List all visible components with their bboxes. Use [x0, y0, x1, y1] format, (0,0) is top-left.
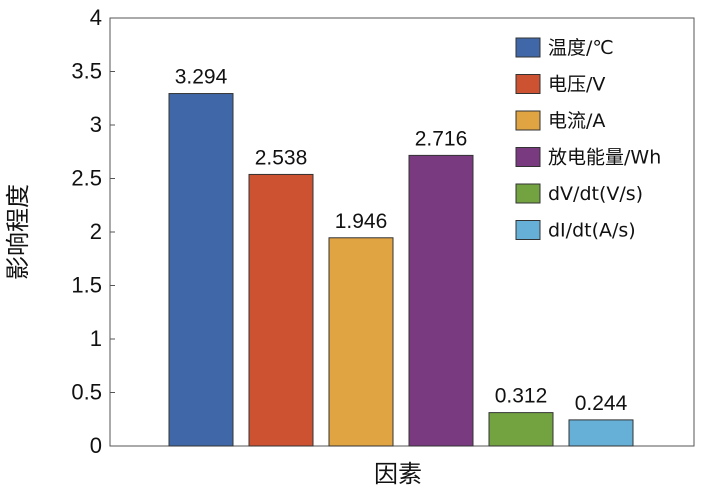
- legend-label: dV/dt(V/s): [548, 183, 643, 205]
- bar: [488, 412, 554, 447]
- bar: [168, 93, 234, 447]
- y-tick-label: 1.5: [71, 273, 102, 298]
- bar: [568, 419, 634, 447]
- bars: [168, 93, 634, 447]
- y-axis-ticks: 0 0.5 1 1.5 2 2.5 3 3.5 4: [71, 5, 115, 458]
- bar: [408, 154, 474, 447]
- bar-value-label: 3.294: [175, 66, 228, 89]
- legend-label: dI/dt(A/s): [548, 220, 636, 242]
- legend-swatch: [515, 37, 541, 58]
- bar-value-label: 2.716: [415, 127, 468, 150]
- bar-value-label: 0.312: [495, 385, 548, 408]
- bar: [328, 237, 394, 447]
- legend-swatch: [515, 147, 541, 167]
- legend-label: 温度/℃: [548, 37, 614, 59]
- legend-label: 电压/V: [548, 74, 605, 96]
- bar: [248, 173, 314, 447]
- legend-label: 电流/A: [548, 110, 605, 132]
- x-axis-title: 因素: [374, 460, 422, 488]
- y-tick-label: 2: [90, 219, 102, 244]
- y-tick-label: 0: [90, 433, 102, 458]
- y-tick-label: 4: [90, 5, 102, 30]
- legend-swatch: [515, 183, 541, 204]
- y-tick-label: 0.5: [71, 380, 102, 405]
- bar-value-label: 0.244: [575, 392, 628, 415]
- legend-label: 放电能量/Wh: [548, 147, 661, 169]
- legend: 温度/℃ 电压/V 电流/A 放电能量/Wh dV/dt(V/s) dI/dt(A/s): [515, 37, 661, 242]
- value-labels: 3.294 2.538 1.946 2.716 0.312 0.244: [175, 66, 628, 415]
- bar-value-label: 1.946: [335, 210, 388, 233]
- y-tick-label: 3: [90, 112, 102, 137]
- legend-swatch: [515, 110, 541, 131]
- legend-swatch: [515, 220, 541, 240]
- y-tick-label: 3.5: [71, 59, 102, 84]
- legend-swatch: [515, 74, 541, 94]
- bar-value-label: 2.538: [255, 146, 308, 169]
- y-tick-label: 2.5: [71, 166, 102, 191]
- y-tick-label: 1: [90, 326, 102, 351]
- y-axis-title: 影响程度: [4, 184, 32, 280]
